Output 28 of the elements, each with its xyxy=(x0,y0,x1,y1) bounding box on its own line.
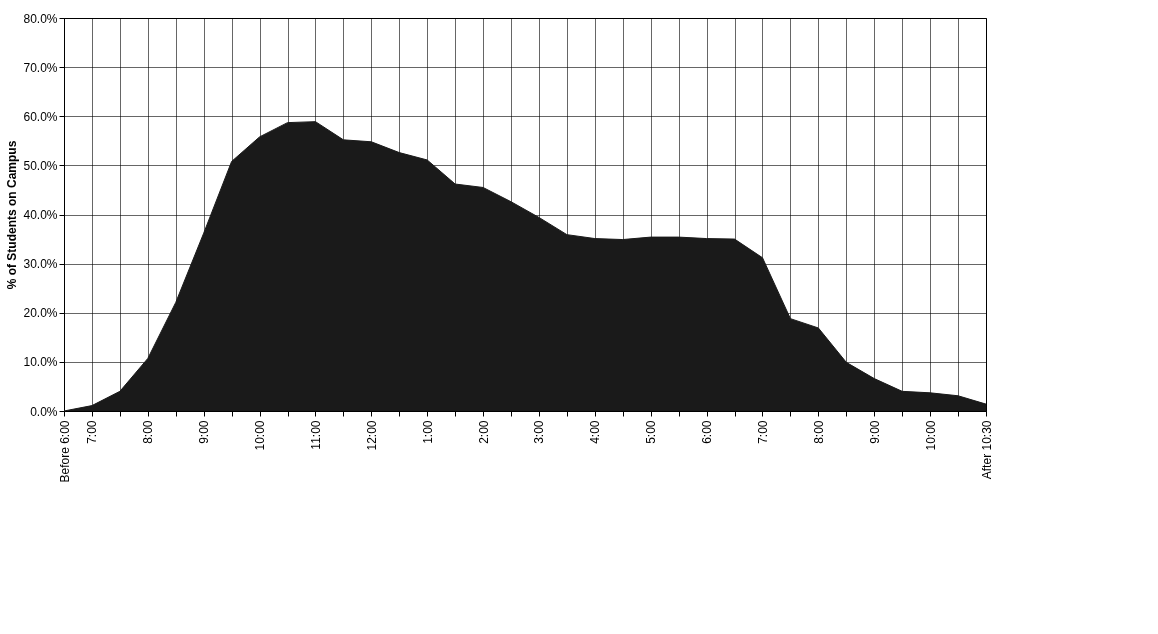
y-tick-label: 80.0% xyxy=(23,11,58,26)
x-tick-label: 9:00 xyxy=(867,420,882,444)
x-tick-label: 5:00 xyxy=(644,420,659,444)
x-tick-label: 1:00 xyxy=(420,420,435,444)
x-tick-label: 9:00 xyxy=(197,420,212,444)
y-tick-label: 30.0% xyxy=(23,257,58,272)
y-tick-label: 40.0% xyxy=(23,208,58,222)
y-tick-label: 50.0% xyxy=(23,158,58,173)
x-tick-label: 8:00 xyxy=(811,420,826,444)
y-tick-label: 70.0% xyxy=(23,60,58,75)
x-tick-label: 4:00 xyxy=(588,420,603,444)
x-tick-label: After 10:30 xyxy=(979,420,994,480)
x-tick-label: 10:00 xyxy=(253,420,268,451)
x-tick-label: 3:00 xyxy=(532,420,547,444)
x-tick-label: 7:00 xyxy=(85,420,100,444)
x-tick-label: 2:00 xyxy=(476,420,491,444)
y-tick-label: 20.0% xyxy=(23,306,58,321)
x-tick-label: 10:00 xyxy=(923,420,938,451)
x-tick-label: 11:00 xyxy=(308,420,323,450)
y-tick-label: 10.0% xyxy=(23,355,58,370)
y-tick-label: 0.0% xyxy=(30,404,58,419)
x-tick-label: 6:00 xyxy=(700,420,715,444)
x-tick-label: 12:00 xyxy=(364,420,379,451)
x-tick-label: 7:00 xyxy=(755,420,770,444)
x-tick-label: 8:00 xyxy=(141,420,156,444)
x-tick-label: Before 6:00 xyxy=(57,420,72,483)
y-tick-label: 60.0% xyxy=(23,109,58,124)
y-axis-title: % of Students on Campus xyxy=(5,140,20,290)
